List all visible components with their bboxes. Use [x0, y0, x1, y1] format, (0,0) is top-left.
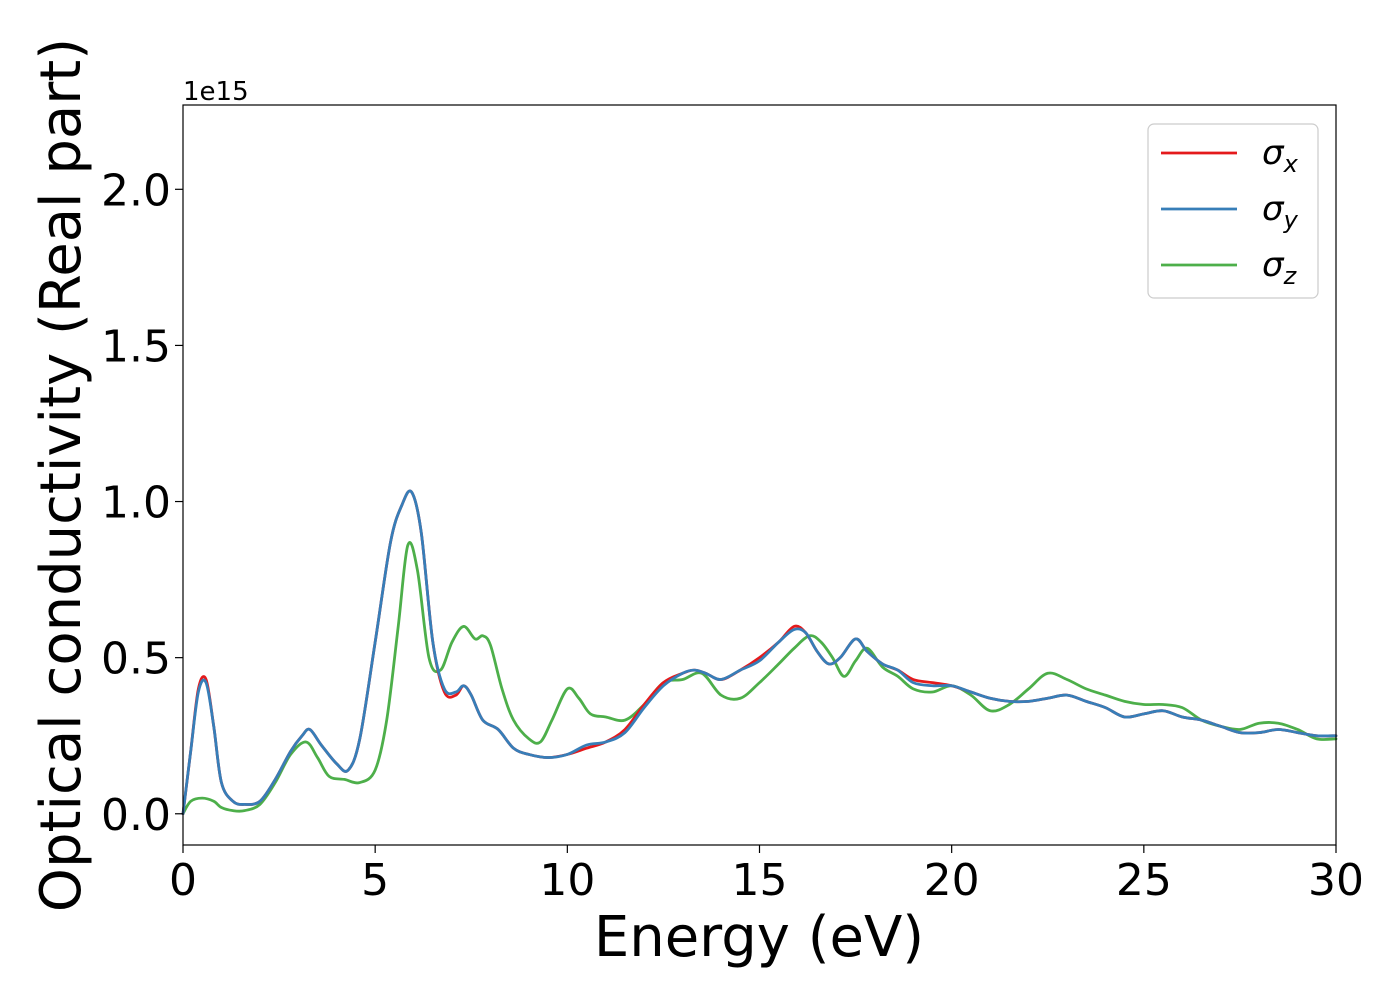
y-tick-label: 0.5	[101, 634, 171, 685]
y-tick-label: 1.5	[101, 321, 171, 372]
plot-lines	[181, 489, 1338, 816]
x-tick-label: 5	[361, 855, 389, 906]
x-tick-label: 0	[169, 855, 197, 906]
y-axis-label: Optical conductivity (Real part)	[29, 38, 94, 912]
x-tick-label: 10	[539, 855, 595, 906]
y-tick-label: 0.0	[101, 790, 171, 841]
y-axis-ticks: 0.0 0.5 1.0 1.5 2.0	[101, 165, 183, 841]
x-axis-ticks: 0 5 10 15 20 25 30	[169, 845, 1364, 906]
y-offset-label: 1e15	[183, 77, 249, 107]
legend-symbol: σ	[1262, 133, 1285, 173]
series-line-y	[181, 489, 1338, 816]
legend-label-y: σy	[1262, 189, 1299, 234]
x-tick-label: 15	[732, 855, 788, 906]
y-tick-label: 1.0	[101, 478, 171, 529]
legend-symbol: σ	[1262, 245, 1285, 285]
y-tick-label: 2.0	[101, 165, 171, 216]
legend-box	[1147, 123, 1319, 299]
x-axis-label: Energy (eV)	[594, 905, 924, 970]
legend-label-z: σz	[1262, 245, 1298, 290]
legend-subscript: x	[1283, 150, 1299, 178]
x-tick-label: 30	[1308, 855, 1364, 906]
legend-subscript: z	[1283, 262, 1298, 290]
legend-subscript: y	[1283, 206, 1299, 234]
x-tick-label: 25	[1116, 855, 1172, 906]
legend-symbol: σ	[1262, 189, 1285, 229]
legend-label-x: σx	[1262, 133, 1299, 178]
x-tick-label: 20	[924, 855, 980, 906]
